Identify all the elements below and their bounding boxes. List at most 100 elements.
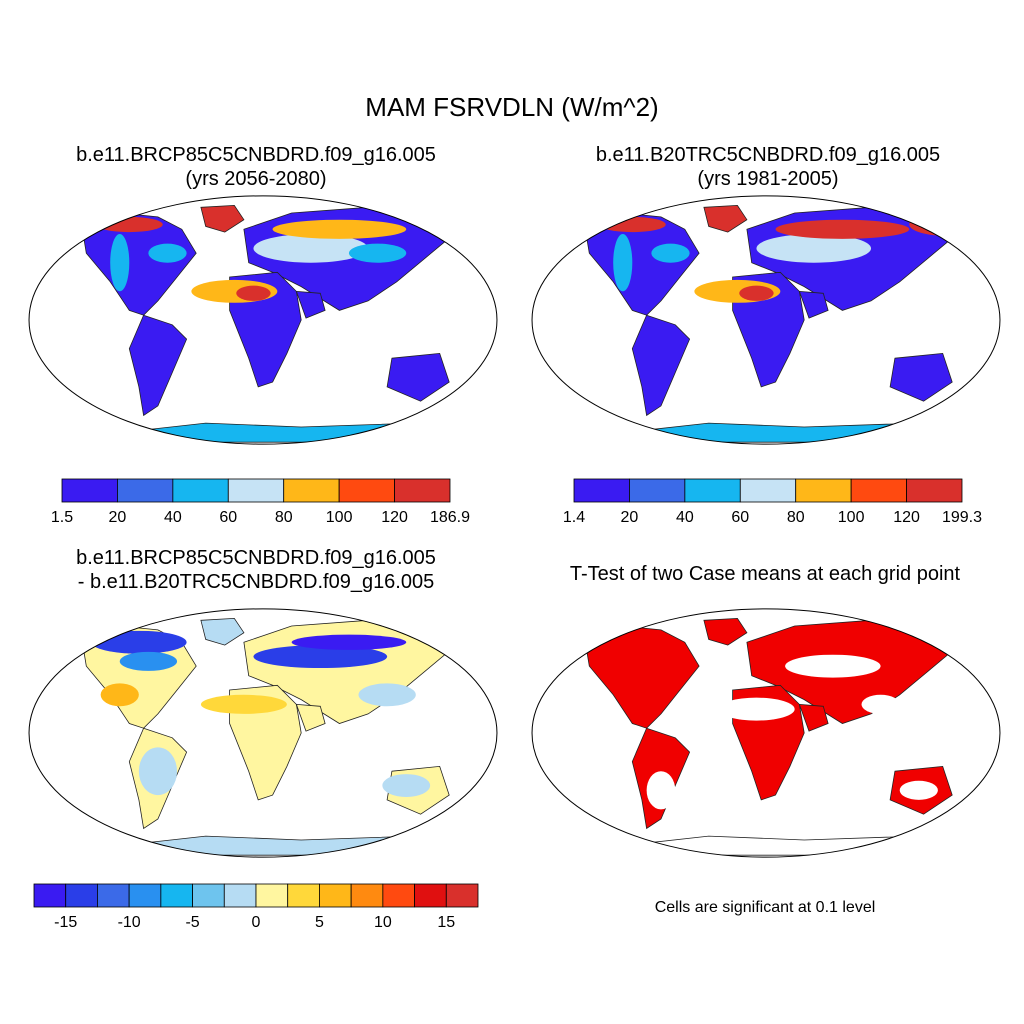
colorbar-top-right-tick-label: 40 — [676, 509, 694, 526]
field-patch — [253, 234, 369, 263]
colorbar-top-left-tick-label: 186.9 — [430, 509, 470, 526]
land-antarctica — [622, 422, 949, 443]
colorbar-top-right-swatch — [573, 478, 630, 503]
colorbar-top-left-swatch — [117, 478, 174, 503]
colorbar-top-left-swatch — [227, 478, 285, 503]
colorbar-top-right-tick-label: 199.3 — [942, 509, 982, 526]
colorbar-top-right-swatch — [850, 478, 907, 503]
colorbar-bottom-left-swatch — [33, 883, 67, 908]
colorbar-bottom-left-tick-label: 10 — [374, 914, 392, 931]
land-greenland — [703, 617, 748, 646]
colorbar-bottom-left-swatch — [192, 883, 225, 908]
field-patch — [909, 213, 986, 236]
colorbar-bottom-left-swatch — [223, 883, 257, 908]
colorbar-bottom-left-tick-label: -15 — [54, 914, 77, 931]
field-patch — [739, 285, 774, 301]
colorbar-bottom-left-swatch — [65, 883, 98, 908]
colorbar-top-right-tick-label: 120 — [893, 509, 920, 526]
colorbar-top-left: 1.5 20 40 60 80 100 120 186.9 — [51, 478, 470, 526]
colorbar-top-left-swatch — [283, 478, 340, 503]
field-patch — [200, 694, 287, 714]
field-patch — [291, 634, 407, 650]
panel-top-right-title-line2: (yrs 1981-2005) — [697, 168, 839, 190]
land-antarctica — [119, 835, 446, 856]
panel-top-right-title: b.e11.B20TRC5CNBDRD.f09_g16.005 (yrs 198… — [528, 143, 1008, 191]
colorbar-top-right-swatch — [739, 478, 797, 503]
colorbar-top-left-tick-label: 1.5 — [51, 509, 73, 526]
field-patch — [100, 683, 139, 707]
colorbar-top-left-tick-label: 100 — [326, 509, 353, 526]
colorbar-top-right-swatch — [906, 478, 963, 503]
colorbar-top-left-tick-label: 60 — [219, 509, 237, 526]
field-patch — [899, 780, 938, 800]
colorbar-top-left-tick-label: 80 — [275, 509, 293, 526]
land-australia — [889, 352, 953, 402]
field-patch — [861, 694, 900, 714]
field-patch — [236, 285, 271, 301]
colorbar-bottom-left-swatch — [414, 883, 447, 908]
land-arabia — [798, 290, 829, 319]
colorbar-top-left-swatch — [172, 478, 229, 503]
colorbar-bottom-left-tick-label: 15 — [437, 914, 455, 931]
colorbar-top-left-tick-label: 40 — [164, 509, 182, 526]
field-patch — [785, 654, 881, 678]
panel-top-left-title-line2: (yrs 2056-2080) — [185, 168, 327, 190]
field-patch — [651, 243, 690, 263]
land-north-america — [81, 212, 197, 316]
panel-top-left-title-line1: b.e11.BRCP85C5CNBDRD.f09_g16.005 — [76, 144, 436, 166]
colorbar-top-right-tick-label: 1.4 — [563, 509, 585, 526]
colorbar-bottom-left-swatch — [160, 883, 193, 908]
panel-bottom-left-title-line2: - b.e11.B20TRC5CNBDRD.f09_g16.005 — [77, 571, 435, 593]
colorbar-top-left-tick-label: 20 — [109, 509, 127, 526]
colorbar-bottom-left-tick-label: -5 — [185, 914, 199, 931]
colorbar-top-right-swatch — [629, 478, 686, 503]
colorbar-bottom-left-swatch — [287, 883, 320, 908]
colorbar-bottom-left-tick-label: -10 — [118, 914, 141, 931]
colorbar-bottom-left-tick-label: 5 — [315, 914, 324, 931]
colorbar-bottom-left-swatch — [350, 883, 384, 908]
map-border — [531, 195, 1001, 445]
colorbar-top-right-tick-label: 60 — [731, 509, 749, 526]
field-patch — [756, 234, 872, 263]
colorbar-bottom-left: -15 -10 -5 0 5 10 15 — [33, 883, 479, 931]
land-africa — [229, 684, 302, 801]
land-antarctica — [622, 835, 949, 856]
land-greenland — [703, 204, 748, 233]
colorbar-bottom-left-swatch — [445, 883, 479, 908]
land-north-america — [584, 625, 700, 729]
colorbar-bottom-left-swatch — [255, 883, 289, 908]
colorbar-top-right-swatch — [684, 478, 741, 503]
colorbar-top-right-tick-label: 100 — [838, 509, 865, 526]
land-south-america — [631, 314, 691, 417]
colorbar-bottom-left-swatch — [128, 883, 162, 908]
colorbar-top-right: 1.4 20 40 60 80 100 120 199.3 — [563, 478, 982, 526]
map-border — [28, 608, 498, 858]
map-bottom-right — [531, 608, 1001, 858]
land-greenland — [200, 617, 245, 646]
map-bottom-left — [28, 608, 498, 858]
field-patch — [253, 645, 388, 669]
colorbar-top-right-tick-label: 20 — [621, 509, 639, 526]
colorbar-top-left-swatch — [338, 478, 395, 503]
colorbar-top-left-swatch — [61, 478, 118, 503]
colorbar-bottom-left-swatch — [382, 883, 415, 908]
colorbar-top-right-tick-label: 80 — [787, 509, 805, 526]
map-border — [28, 195, 498, 445]
field-patch — [91, 630, 187, 654]
panel-top-right-title-line1: b.e11.B20TRC5CNBDRD.f09_g16.005 — [595, 144, 941, 166]
land-antarctica — [119, 422, 446, 443]
figure-title: MAM FSRVDLN (W/m^2) — [365, 92, 659, 122]
field-patch — [718, 697, 795, 721]
land-arabia — [798, 703, 829, 732]
field-patch — [775, 219, 910, 239]
land-greenland — [200, 204, 245, 233]
land-australia — [386, 352, 450, 402]
field-patch — [148, 243, 187, 263]
panel-bottom-left-title-line1: b.e11.BRCP85C5CNBDRD.f09_g16.005 — [76, 547, 436, 569]
colorbar-bottom-left-swatch — [97, 883, 130, 908]
panel-top-left-title: b.e11.BRCP85C5CNBDRD.f09_g16.005 (yrs 20… — [16, 143, 496, 191]
field-patch — [348, 243, 407, 263]
field-patch — [110, 234, 130, 292]
colorbar-top-left-tick-label: 120 — [381, 509, 408, 526]
field-patch — [646, 771, 676, 810]
